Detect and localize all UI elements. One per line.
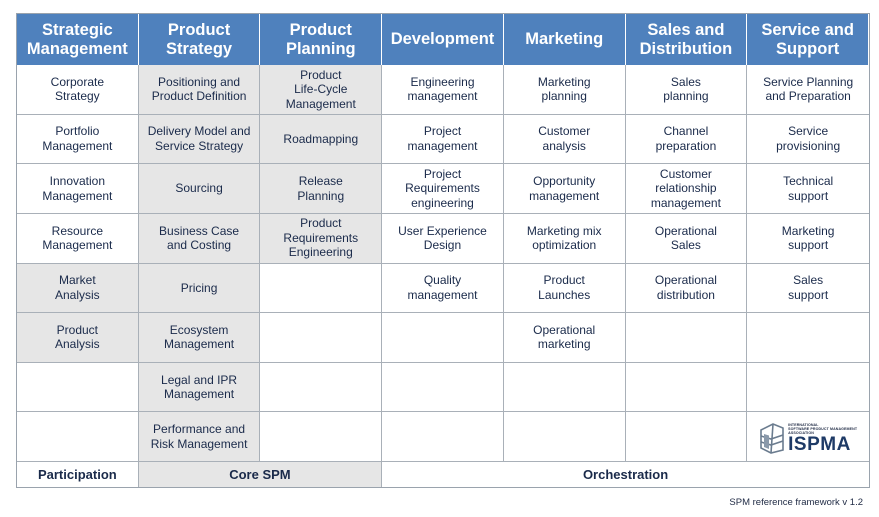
table-cell: Positioning and Product Definition: [138, 65, 261, 115]
header-strategic-management: Strategic Management: [17, 14, 139, 65]
table-cell: Quality management: [382, 263, 504, 314]
ispma-building-icon: [760, 422, 784, 454]
table-cell: Product Life-Cycle Management: [260, 65, 383, 115]
header-product-strategy: Product Strategy: [138, 14, 261, 65]
table-cell: [625, 362, 748, 413]
ispma-wordmark: ISPMA: [788, 433, 851, 455]
table-cell: Marketing support: [747, 214, 869, 264]
table-cell: Release Planning: [260, 164, 383, 214]
table-cell: Roadmapping: [260, 114, 383, 165]
table-cell: Product Analysis: [17, 313, 139, 363]
table-cell: Service Planning and Preparation: [747, 65, 869, 115]
table-cell: [382, 362, 504, 413]
table-cell: Performance and Risk Management: [138, 412, 261, 462]
table-cell: [17, 362, 139, 413]
table-cell: [503, 362, 626, 413]
table-cell: Ecosystem Management: [138, 313, 261, 363]
table-cell: Customer relationship management: [625, 164, 748, 214]
table-cell: Technical support: [747, 164, 869, 214]
table-cell: Engineering management: [382, 65, 504, 115]
table-cell: Pricing: [138, 263, 261, 314]
footer-orchestration: Orchestration: [582, 467, 669, 482]
table-cell: Sales support: [747, 264, 869, 314]
table-cell: Marketing mix optimization: [503, 213, 626, 264]
table-cell: [503, 412, 626, 462]
table-cell: Sales planning: [625, 65, 748, 115]
table-cell: User Experience Design: [382, 213, 504, 264]
table-cell: Project management: [382, 114, 504, 165]
table-cell: Project Requirements engineering: [382, 164, 504, 214]
table-cell: Operational distribution: [625, 263, 748, 314]
table-cell: Market Analysis: [17, 263, 139, 314]
table-cell: Business Case and Costing: [138, 213, 261, 264]
table-cell: Innovation Management: [17, 164, 139, 214]
table-cell: Customer analysis: [503, 114, 626, 165]
table-cell: Resource Management: [17, 213, 139, 264]
table-cell: Opportunity management: [503, 164, 626, 214]
table-cell: Corporate Strategy: [17, 65, 139, 115]
ispma-association-text: INTERNATIONAL SOFTWARE PRODUCT MANAGEMEN…: [788, 422, 858, 435]
footer-core-spm: Core SPM: [138, 462, 383, 487]
footer-participation: Participation: [17, 462, 139, 487]
table-cell: [747, 363, 869, 413]
table-cell: Product Launches: [503, 263, 626, 314]
table-cell: [260, 313, 383, 363]
table-cell: Operational Sales: [625, 213, 748, 264]
table-cell: [382, 412, 504, 462]
table-cell: Marketing planning: [503, 65, 626, 115]
table-cell: [747, 313, 869, 363]
header-marketing: Marketing: [503, 14, 626, 65]
table-cell: Product Requirements Engineering: [260, 213, 383, 264]
table-cell: [260, 263, 383, 314]
spm-framework-table: Strategic Management Product Strategy Pr…: [16, 13, 870, 488]
header-sales-and-distribution: Sales and Distribution: [625, 14, 748, 65]
table-cell: [17, 412, 139, 462]
table-cell: Channel preparation: [625, 114, 748, 165]
table-cell: Service provisioning: [747, 115, 869, 165]
table-cell: Legal and IPR Management: [138, 362, 261, 413]
header-development: Development: [382, 14, 504, 65]
table-cell: Operational marketing: [503, 313, 626, 363]
table-cell: [625, 412, 748, 462]
table-cell: Delivery Model and Service Strategy: [138, 114, 261, 165]
version-label: SPM reference framework v 1.2: [729, 497, 863, 508]
ispma-logo-cell: INTERNATIONAL SOFTWARE PRODUCT MANAGEMEN…: [747, 412, 869, 462]
ispma-logo: INTERNATIONAL SOFTWARE PRODUCT MANAGEMEN…: [759, 420, 857, 454]
table-cell: [625, 313, 748, 363]
header-service-and-support: Service and Support: [747, 14, 869, 65]
table-cell: [260, 362, 383, 413]
table-cell: [260, 412, 383, 462]
table-cell: Sourcing: [138, 164, 261, 214]
header-product-planning: Product Planning: [260, 14, 383, 65]
table-cell: [382, 313, 504, 363]
table-cell: Portfolio Management: [17, 114, 139, 165]
